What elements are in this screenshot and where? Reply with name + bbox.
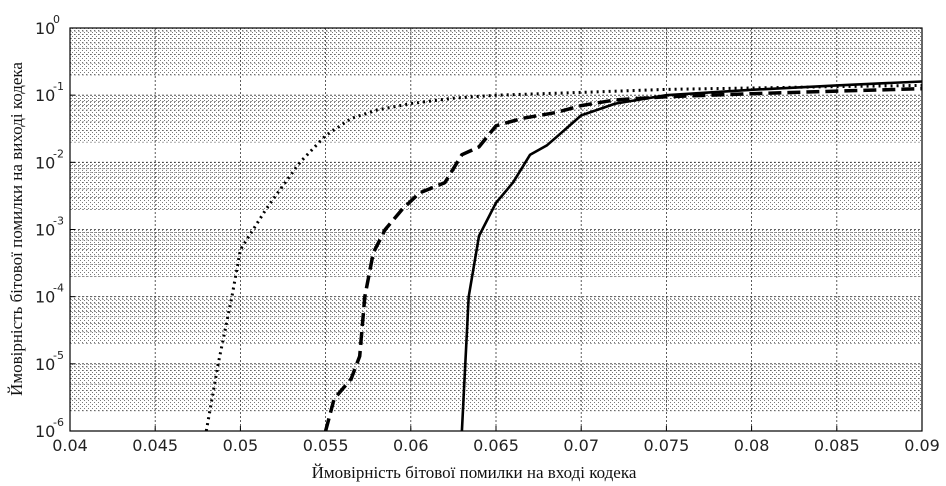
- series-layer: [204, 80, 922, 431]
- grid-lines: [70, 28, 922, 431]
- y-tick-label: 10: [35, 355, 55, 374]
- x-tick-labels: 0.04 0.045 0.05 0.055 0.06 0.065 0.07 0.075 0.08…: [52, 426, 940, 455]
- x-tick-label: 0.09: [904, 436, 940, 455]
- y-tick-exponent: -2: [53, 147, 64, 160]
- y-tick-label: 10: [35, 288, 55, 307]
- x-tick-label: 0.05: [223, 436, 259, 455]
- series-line-dashed: [323, 86, 922, 431]
- x-tick-label: 0.055: [303, 436, 349, 455]
- y-tick-label: 10: [35, 422, 55, 441]
- y-tick-exponent: -6: [53, 416, 64, 429]
- x-tick-label: 0.045: [132, 436, 178, 455]
- x-tick-label: 0.06: [393, 436, 429, 455]
- y-axis-title: Ймовірність бітової помилки на виході ко…: [7, 62, 26, 396]
- series-line-dotted: [204, 83, 922, 431]
- y-tick-exponent: -4: [53, 282, 64, 295]
- y-tick-exponent: 0: [53, 13, 60, 26]
- y-tick-exponent: -5: [53, 349, 64, 362]
- x-tick-label: 0.04: [52, 436, 88, 455]
- x-tick-label: 0.075: [643, 436, 689, 455]
- decade-band: [70, 95, 922, 143]
- y-tick-label: 10: [35, 19, 55, 38]
- decade-band: [70, 28, 922, 75]
- y-tick-exponent: -1: [53, 80, 64, 93]
- x-axis-title: Ймовірність бітової помилки на вході код…: [312, 463, 637, 482]
- decade-band: [70, 363, 922, 411]
- x-tick-label: 0.085: [814, 436, 860, 455]
- y-tick-label: 10: [35, 153, 55, 172]
- y-tick-label: 10: [35, 221, 55, 240]
- x-tick-label: 0.07: [563, 436, 599, 455]
- x-tick-label: 0.065: [473, 436, 519, 455]
- series-line-solid: [460, 80, 922, 431]
- x-tick-label: 0.08: [734, 436, 770, 455]
- y-tick-exponent: -3: [53, 215, 64, 228]
- y-tick-label: 10: [35, 86, 55, 105]
